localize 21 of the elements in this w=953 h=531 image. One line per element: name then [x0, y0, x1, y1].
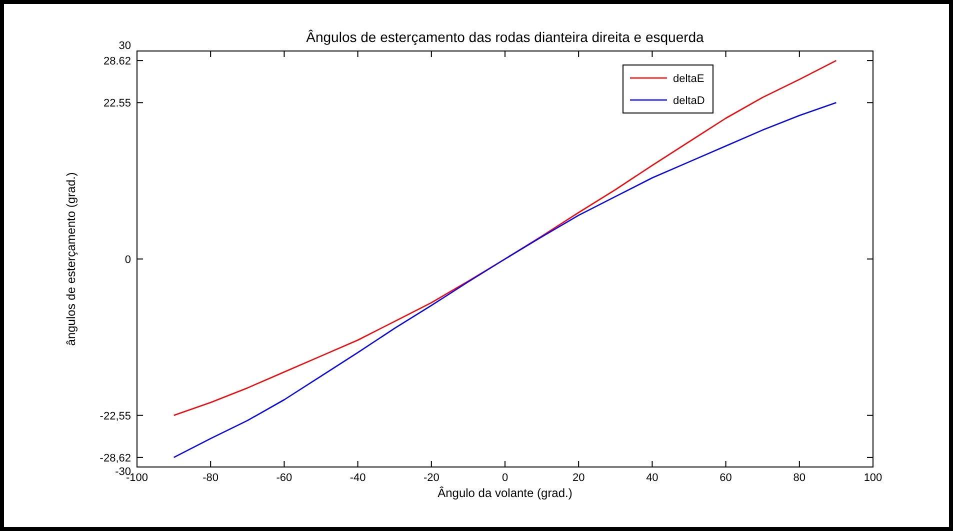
chart-title: Ângulos de esterçamento das rodas dianteira direita e esquerda [306, 29, 704, 45]
x-tick-label: 60 [720, 472, 732, 484]
legend-label: deltaE [673, 73, 704, 85]
x-tick-label: 40 [646, 472, 658, 484]
y-tick-label: -22,55 [100, 410, 131, 422]
x-axis-title: Ângulo da volante (grad.) [438, 486, 572, 500]
y-tick-label: 28.62 [103, 56, 131, 68]
y-tick-label: 30 [118, 40, 131, 52]
x-tick-label: 80 [793, 472, 806, 484]
x-tick-label: -60 [276, 472, 292, 484]
x-tick-label: -20 [423, 472, 440, 484]
legend-label: deltaD [673, 95, 705, 107]
x-tick-label: -80 [202, 472, 219, 484]
y-tick-label: 22.55 [103, 98, 131, 110]
x-tick-label: 20 [572, 472, 585, 484]
x-tick-label: 100 [864, 472, 882, 484]
y-axis-title: ângulos de esterçamento (grad.) [64, 172, 78, 346]
x-tick-label: 0 [502, 472, 508, 484]
x-tick-label: -40 [350, 472, 366, 484]
y-tick-label: -28,62 [100, 452, 131, 464]
y-tick-label: 0 [124, 254, 131, 266]
